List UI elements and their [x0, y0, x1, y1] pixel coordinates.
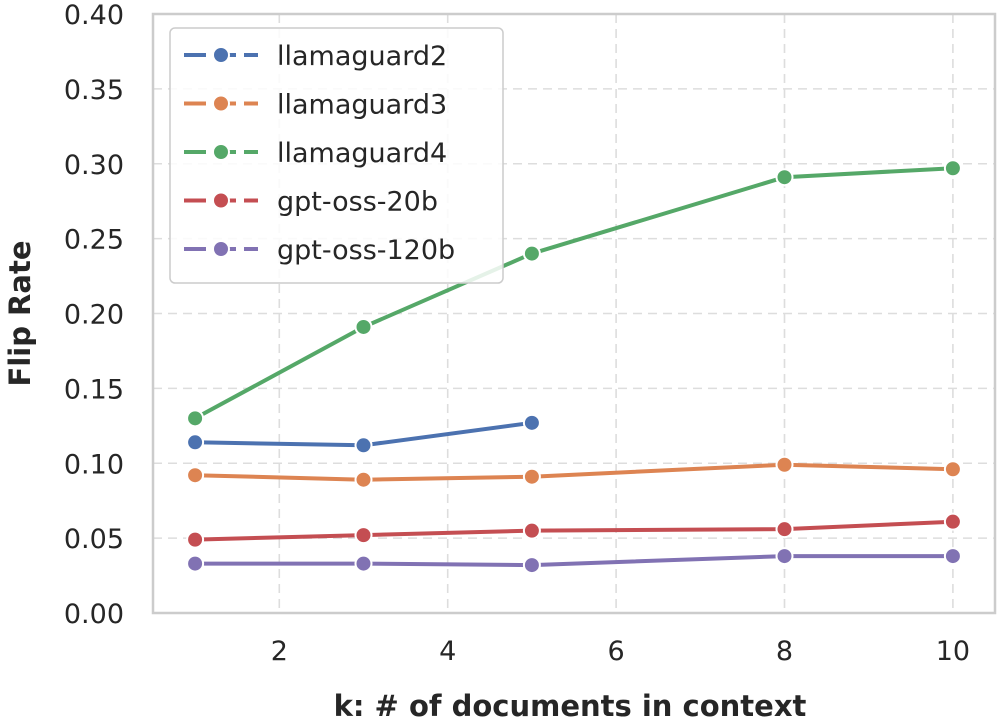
y-axis-ticks: 0.00 0.05 0.10 0.15 0.20 0.25 0.30 0.35 0.40	[64, 0, 124, 630]
data-point	[354, 470, 373, 489]
legend-marker	[212, 143, 230, 161]
series-line	[193, 519, 955, 542]
data-point	[354, 317, 373, 336]
data-point	[186, 433, 205, 452]
data-point	[354, 554, 373, 573]
legend-box	[169, 27, 504, 284]
legend-item: gpt-oss-20b	[184, 187, 438, 218]
data-point	[943, 547, 962, 566]
legend-marker	[212, 191, 230, 210]
data-point	[186, 466, 205, 485]
x-axis-ticks: 2 4 6 8 10	[271, 636, 970, 667]
data-point	[943, 460, 962, 479]
series-line	[193, 554, 955, 568]
y-tick-label: 0.00	[64, 599, 124, 630]
legend-label: gpt-oss-120b	[277, 235, 455, 266]
legend-item: llamaguard3	[184, 90, 447, 121]
x-tick-label: 10	[936, 636, 970, 667]
legend-item: llamaguard4	[184, 138, 447, 169]
y-tick-label: 0.15	[64, 374, 124, 405]
legend-marker	[212, 240, 230, 258]
legend-label: llamaguard2	[277, 41, 447, 72]
data-point	[354, 436, 373, 455]
y-axis-label: Flip Rate	[3, 241, 37, 387]
y-tick-label: 0.25	[64, 225, 124, 256]
legend-label: llamaguard3	[277, 90, 447, 121]
data-point	[775, 547, 794, 566]
data-point	[522, 556, 541, 575]
data-point	[186, 409, 205, 428]
data-point	[522, 467, 541, 486]
plot-area	[151, 12, 997, 615]
series-llamaguard4	[186, 159, 962, 428]
x-tick-label: 6	[608, 636, 625, 667]
legend-marker	[212, 94, 230, 113]
y-tick-label: 0.10	[64, 449, 124, 480]
data-point	[775, 168, 794, 187]
data-point	[522, 521, 541, 540]
legend-item: llamaguard2	[184, 41, 447, 72]
legend-label: llamaguard4	[277, 138, 447, 169]
series-gpt-oss-120b	[186, 547, 962, 575]
data-point	[186, 554, 205, 573]
legend-label: gpt-oss-20b	[277, 187, 438, 218]
data-point	[522, 413, 541, 432]
data-point	[354, 526, 373, 545]
y-tick-label: 0.35	[64, 75, 124, 106]
x-tick-label: 4	[439, 636, 456, 667]
legend: llamaguard2 llamaguard3 llamaguard4 gpt-oss…	[169, 27, 504, 284]
data-point	[186, 530, 205, 549]
series-llamaguard2	[186, 413, 541, 455]
y-tick-label: 0.30	[64, 150, 124, 181]
series-line	[193, 462, 955, 482]
legend-item: gpt-oss-120b	[184, 235, 455, 266]
series-group	[186, 159, 962, 575]
x-tick-label: 8	[776, 636, 793, 667]
data-point	[522, 244, 541, 263]
series-llamaguard3	[186, 455, 962, 489]
x-axis-label: k: # of documents in context	[334, 689, 807, 723]
data-point	[943, 159, 962, 178]
x-tick-label: 2	[271, 636, 288, 667]
y-tick-label: 0.05	[64, 524, 124, 555]
y-tick-label: 0.20	[64, 300, 124, 331]
y-tick-label: 0.40	[64, 0, 124, 31]
data-point	[775, 455, 794, 474]
legend-marker	[212, 46, 230, 64]
series-gpt-oss-20b	[186, 512, 962, 549]
data-point	[775, 520, 794, 539]
data-point	[943, 512, 962, 531]
